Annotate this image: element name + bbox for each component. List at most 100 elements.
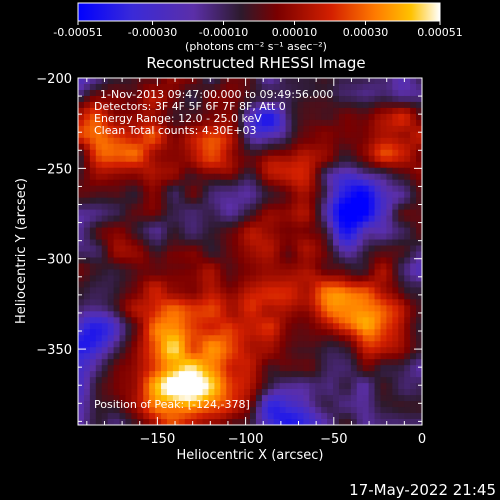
heatmap-cell: [131, 185, 138, 193]
heatmap-cell: [244, 353, 251, 360]
heatmap-cell: [368, 365, 376, 372]
heatmap-cell: [161, 227, 168, 235]
heatmap-cell: [303, 401, 310, 408]
heatmap-cell: [297, 107, 304, 115]
heatmap-cell: [344, 83, 352, 91]
heatmap-cell: [410, 257, 417, 265]
heatmap-cell: [250, 101, 257, 109]
heatmap-cell: [398, 251, 405, 259]
heatmap-cell: [202, 323, 210, 330]
heatmap-cell: [83, 197, 91, 205]
heatmap-cell: [131, 407, 138, 414]
heatmap-cell: [255, 413, 263, 420]
heatmap-cell: [178, 131, 186, 139]
heatmap-cell: [131, 89, 138, 97]
heatmap-cell: [297, 323, 304, 330]
heatmap-cell: [350, 161, 358, 169]
heatmap-cell: [202, 89, 210, 97]
heatmap-cell: [386, 191, 393, 199]
heatmap-cell: [226, 209, 233, 217]
heatmap-cell: [303, 83, 310, 91]
heatmap-cell: [89, 275, 97, 283]
heatmap-cell: [285, 389, 293, 396]
heatmap-cell: [368, 83, 376, 91]
heatmap-cell: [232, 263, 239, 271]
heatmap-cell: [131, 119, 138, 127]
heatmap-cell: [321, 383, 328, 390]
heatmap-cell: [119, 173, 127, 181]
heatmap-cell: [149, 137, 156, 145]
heatmap-cell: [78, 269, 85, 277]
heatmap-cell: [368, 95, 376, 103]
heatmap-cell: [107, 167, 115, 175]
heatmap-cell: [155, 215, 162, 223]
heatmap-cell: [303, 227, 310, 235]
heatmap-cell: [315, 257, 322, 265]
heatmap-cell: [416, 353, 422, 360]
heatmap-cell: [119, 203, 127, 211]
heatmap-cell: [190, 359, 198, 366]
heatmap-cell: [285, 101, 293, 109]
heatmap-cell: [321, 347, 328, 354]
heatmap-cell: [309, 137, 316, 145]
heatmap-cell: [344, 359, 352, 366]
heatmap-cell: [208, 167, 216, 175]
heatmap-cell: [190, 167, 198, 175]
heatmap-cell: [190, 419, 198, 425]
heatmap-cell: [137, 155, 144, 163]
heatmap-cell: [362, 341, 370, 348]
heatmap-cell: [362, 269, 370, 277]
heatmap-cell: [232, 269, 239, 277]
heatmap-cell: [309, 251, 316, 259]
heatmap-cell: [250, 78, 257, 85]
heatmap-cell: [232, 191, 239, 199]
heatmap-cell: [362, 419, 370, 425]
colorbar-tick-label: -0.00010: [199, 26, 248, 39]
heatmap-cell: [196, 185, 204, 193]
heatmap-cell: [226, 227, 233, 235]
heatmap-cell: [196, 209, 204, 217]
heatmap-cell: [101, 239, 109, 247]
heatmap-cell: [261, 407, 269, 414]
heatmap-cell: [250, 221, 257, 229]
heatmap-cell: [338, 185, 346, 193]
heatmap-cell: [291, 335, 299, 342]
heatmap-cell: [356, 311, 364, 318]
heatmap-cell: [89, 317, 97, 324]
heatmap-cell: [327, 377, 334, 384]
heatmap-cell: [196, 263, 204, 271]
heatmap-cell: [113, 179, 121, 187]
heatmap-cell: [404, 95, 411, 103]
heatmap-cell: [356, 293, 364, 300]
heatmap-cell: [250, 401, 257, 408]
heatmap-cell: [255, 293, 263, 300]
heatmap-cell: [244, 125, 251, 133]
heatmap-cell: [279, 371, 287, 378]
heatmap-cell: [119, 305, 127, 312]
heatmap-cell: [131, 353, 138, 360]
heatmap-cell: [356, 371, 364, 378]
heatmap-cell: [255, 119, 263, 127]
heatmap-cell: [184, 113, 192, 121]
heatmap-cell: [196, 167, 204, 175]
heatmap-cell: [232, 341, 239, 348]
heatmap-cell: [380, 233, 388, 241]
heatmap-cell: [149, 329, 156, 336]
heatmap-cell: [232, 281, 239, 288]
heatmap-cell: [303, 377, 310, 384]
heatmap-cell: [368, 269, 376, 277]
heatmap-cell: [291, 209, 299, 217]
heatmap-cell: [279, 413, 287, 420]
heatmap-cell: [309, 185, 316, 193]
heatmap-cell: [78, 383, 85, 390]
heatmap-cell: [101, 293, 109, 300]
x-tick-label: −50: [320, 432, 347, 447]
heatmap-cell: [285, 407, 293, 414]
heatmap-cell: [255, 383, 263, 390]
heatmap-cell: [303, 395, 310, 402]
heatmap-cell: [143, 305, 150, 312]
heatmap-cell: [398, 377, 405, 384]
heatmap-cell: [226, 179, 233, 187]
heatmap-cell: [398, 371, 405, 378]
heatmap-cell: [261, 227, 269, 235]
